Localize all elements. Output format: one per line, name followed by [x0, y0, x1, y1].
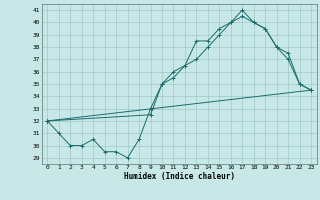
X-axis label: Humidex (Indice chaleur): Humidex (Indice chaleur) [124, 172, 235, 181]
